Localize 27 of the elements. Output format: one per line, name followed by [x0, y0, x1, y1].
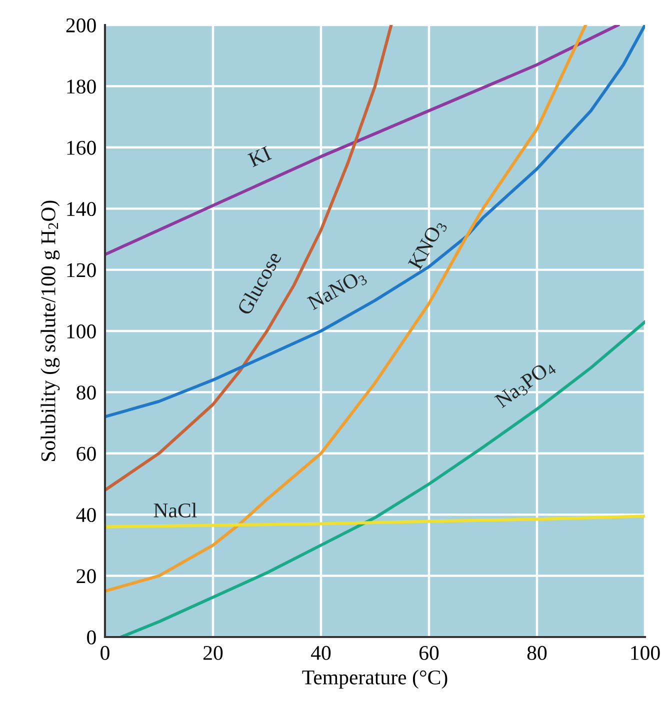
y-tick-label: 120 [67, 263, 96, 278]
text: KI [247, 146, 272, 168]
text: Na$_{3}$PO$_{4}$ [494, 358, 557, 411]
y-tick-label: 200 [66, 18, 96, 32]
y-tick-label: 160 [67, 140, 96, 155]
x-tick-label: 0 [100, 646, 110, 660]
text: KNO$_{3}$ [408, 218, 448, 272]
x-tick-label: 60 [419, 646, 439, 660]
y-tick-label: 100 [67, 324, 96, 338]
y-axis-title: Solubility (g solute/100 g H$_{2}$O) [40, 200, 60, 461]
y-tick-label: 140 [67, 202, 96, 216]
series-label: NaCl [154, 502, 197, 518]
y-tick-label: 40 [76, 508, 96, 522]
y-tick-label: 80 [76, 386, 96, 400]
x-axis-title: Temperature (°C) [302, 670, 448, 689]
y-tick-label: 20 [76, 569, 96, 584]
line-series [120, 320, 645, 637]
y-tick-label: 0 [87, 630, 96, 644]
line-series [105, 25, 588, 593]
y-tick-label: 180 [67, 80, 96, 94]
line-series [105, 25, 393, 492]
x-tick-label: 80 [527, 646, 547, 660]
x-tick-label: 40 [310, 646, 331, 660]
text: NaNO$_{3}$ [306, 268, 368, 313]
y-tick-label: 60 [76, 446, 96, 461]
x-tick-label: 100 [631, 646, 660, 660]
x-tick-label: 20 [204, 646, 223, 660]
